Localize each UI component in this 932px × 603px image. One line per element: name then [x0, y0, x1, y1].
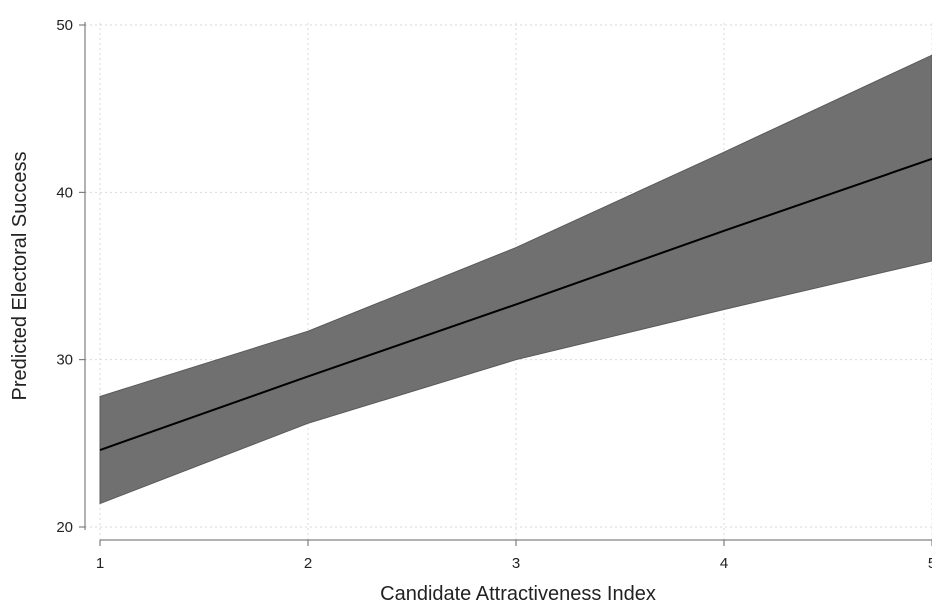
x-tick-label: 3 [512, 555, 520, 572]
confidence-band-layer [99, 54, 932, 505]
prediction-line [99, 157, 932, 451]
x-tick-label: 2 [304, 555, 312, 572]
x-tick-label: 5 [928, 555, 932, 572]
y-tick-label: 20 [56, 519, 73, 536]
y-tick-label: 40 [56, 184, 73, 201]
x-ticks: 1 2 3 4 5 [96, 540, 932, 572]
y-tick-label: 30 [56, 352, 73, 369]
confidence-band [99, 54, 932, 505]
y-tick-label: 50 [56, 17, 73, 34]
prediction-line-layer [99, 157, 932, 451]
x-tick-label: 4 [720, 555, 728, 572]
x-axis-title: Candidate Attractiveness Index [380, 583, 656, 603]
y-ticks: 20 30 40 50 [56, 17, 85, 536]
y-axis-title: Predicted Electoral Success [9, 151, 31, 400]
x-tick-label: 1 [96, 555, 104, 572]
